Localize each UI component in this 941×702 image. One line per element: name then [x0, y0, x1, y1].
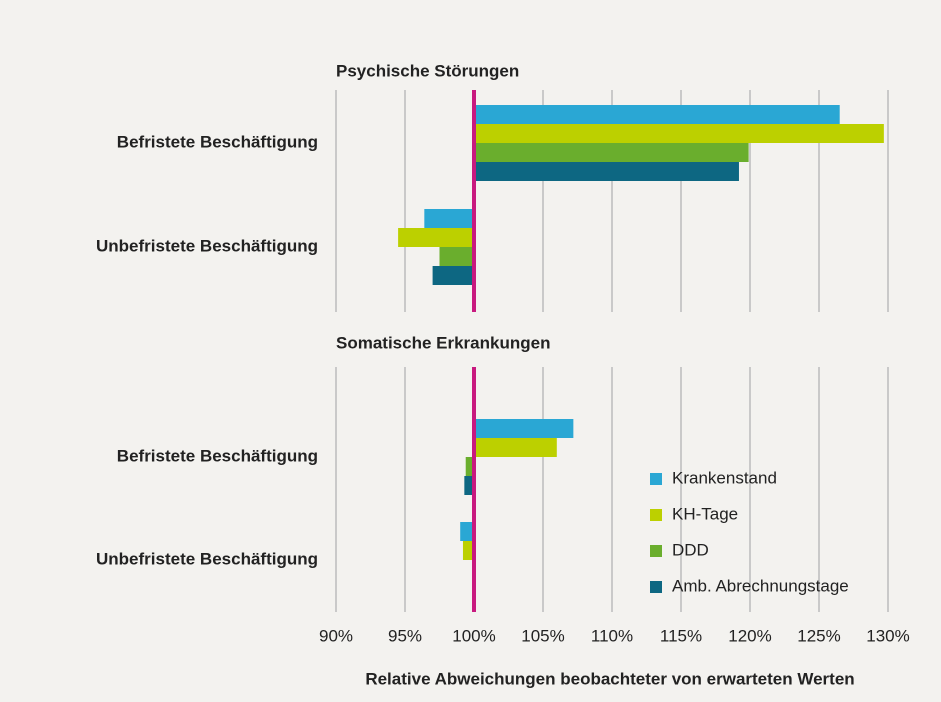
x-axis-title: Relative Abweichungen beobachteter von e… [365, 669, 854, 688]
bar [460, 522, 474, 541]
panel-title: Somatische Erkrankungen [336, 333, 550, 352]
x-tick-label: 120% [728, 626, 771, 645]
x-tick-label: 125% [797, 626, 840, 645]
bar [474, 162, 739, 181]
panel-title: Psychische Störungen [336, 61, 519, 80]
bar [462, 541, 474, 560]
bar [432, 266, 474, 285]
legend-label: Krankenstand [672, 468, 777, 487]
x-tick-label: 105% [521, 626, 564, 645]
bar [398, 228, 474, 247]
bar [474, 124, 884, 143]
category-label: Unbefristete Beschäftigung [96, 549, 318, 568]
legend-label: KH-Tage [672, 504, 738, 523]
bar [474, 438, 557, 457]
legend-swatch [650, 581, 662, 593]
category-label: Befristete Beschäftigung [117, 446, 318, 465]
legend-swatch [650, 509, 662, 521]
x-tick-label: 90% [319, 626, 353, 645]
x-tick-label: 130% [866, 626, 909, 645]
x-tick-label: 115% [660, 626, 702, 645]
bar [424, 209, 474, 228]
legend-label: Amb. Abrechnungstage [672, 576, 849, 595]
legend-swatch [650, 473, 662, 485]
bar [464, 476, 474, 495]
x-tick-label: 110% [591, 626, 633, 645]
bar [474, 419, 574, 438]
x-tick-label: 100% [452, 626, 495, 645]
bar [474, 105, 840, 124]
legend-label: DDD [672, 540, 709, 559]
legend-swatch [650, 545, 662, 557]
x-tick-label: 95% [388, 626, 422, 645]
bar [439, 247, 474, 266]
bar [474, 143, 749, 162]
category-label: Befristete Beschäftigung [117, 132, 318, 151]
category-label: Unbefristete Beschäftigung [96, 236, 318, 255]
bar [465, 457, 474, 476]
